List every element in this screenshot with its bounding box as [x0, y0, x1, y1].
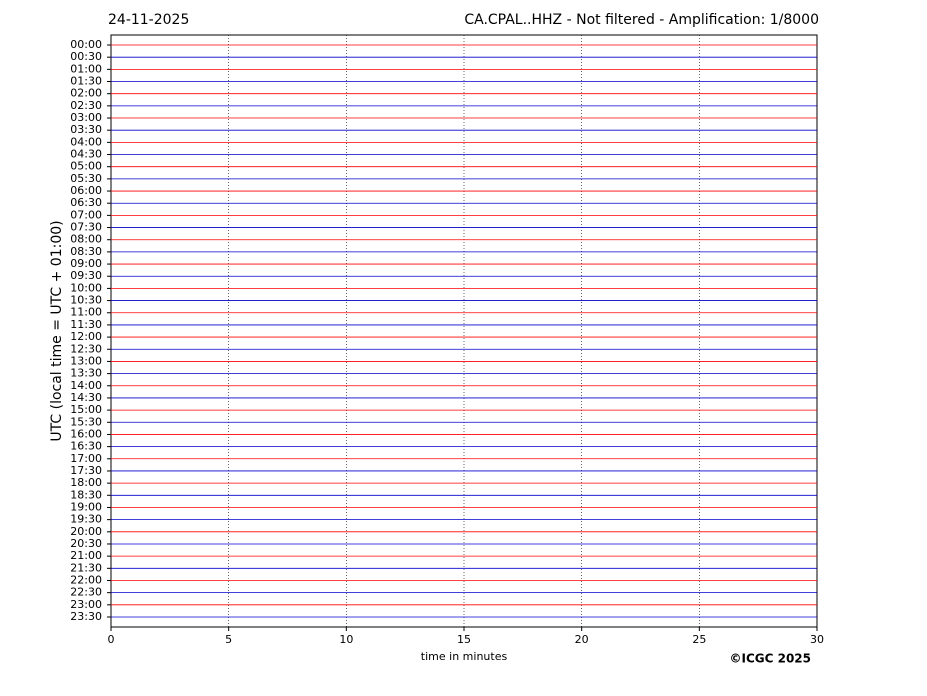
y-tick-label: 12:00: [70, 330, 102, 343]
x-tick-label: 15: [457, 633, 471, 646]
x-tick-label: 25: [692, 633, 706, 646]
y-tick-label: 13:30: [70, 367, 102, 380]
x-tick-label: 0: [108, 633, 115, 646]
plot-frame: [110, 34, 818, 628]
y-tick-label: 00:30: [70, 50, 102, 63]
x-tick-label: 20: [575, 633, 589, 646]
y-axis-label: UTC (local time = UTC + 01:00): [49, 220, 65, 441]
y-tick-label: 08:00: [70, 233, 102, 246]
y-tick-label: 13:00: [70, 354, 102, 367]
y-tick-label: 10:30: [70, 294, 102, 307]
y-tick-label: 10:00: [70, 281, 102, 294]
y-tick-label: 05:00: [70, 160, 102, 173]
y-tick-label: 07:30: [70, 221, 102, 234]
y-tick-label: 08:30: [70, 245, 102, 258]
y-tick-label: 12:30: [70, 342, 102, 355]
y-tick-label: 07:00: [70, 208, 102, 221]
y-tick-label: 16:00: [70, 427, 102, 440]
y-tick-label: 17:30: [70, 464, 102, 477]
x-tick-label: 5: [225, 633, 232, 646]
chart-title: CA.CPAL..HHZ - Not filtered - Amplificat…: [464, 12, 819, 28]
y-tick-label: 15:00: [70, 403, 102, 416]
y-tick-label: 01:30: [70, 75, 102, 88]
y-tick-label: 19:30: [70, 513, 102, 526]
y-tick-label: 16:30: [70, 440, 102, 453]
y-tick-label: 21:30: [70, 561, 102, 574]
y-tick-label: 09:00: [70, 257, 102, 270]
y-tick-label: 19:00: [70, 500, 102, 513]
y-tick-label: 22:30: [70, 586, 102, 599]
y-tick-label: 22:00: [70, 573, 102, 586]
y-tick-label: 14:30: [70, 391, 102, 404]
y-tick-label: 04:30: [70, 148, 102, 161]
y-tick-label: 03:30: [70, 123, 102, 136]
credit: ©ICGC 2025: [729, 652, 811, 666]
y-tick-label: 01:00: [70, 62, 102, 75]
x-tick-label: 10: [339, 633, 353, 646]
y-tick-label: 04:00: [70, 135, 102, 148]
y-tick-label: 05:30: [70, 172, 102, 185]
y-tick-label: 17:00: [70, 452, 102, 465]
y-tick-label: 11:00: [70, 306, 102, 319]
y-tick-label: 21:00: [70, 549, 102, 562]
y-tick-label: 03:00: [70, 111, 102, 124]
y-tick-label: 18:30: [70, 488, 102, 501]
y-tick-label: 06:00: [70, 184, 102, 197]
y-tick-label: 20:30: [70, 537, 102, 550]
y-tick-label: 23:00: [70, 598, 102, 611]
y-tick-label: 06:30: [70, 196, 102, 209]
y-tick-label: 02:00: [70, 87, 102, 100]
y-tick-label: 15:30: [70, 415, 102, 428]
x-tick-label: 30: [810, 633, 824, 646]
y-tick-label: 20:00: [70, 525, 102, 538]
y-tick-label: 23:30: [70, 610, 102, 623]
y-tick-label: 02:30: [70, 99, 102, 112]
y-tick-label: 18:00: [70, 476, 102, 489]
date: 24-11-2025: [108, 12, 189, 28]
y-tick-label: 09:30: [70, 269, 102, 282]
y-tick-label: 14:00: [70, 379, 102, 392]
x-axis-label: time in minutes: [421, 650, 508, 663]
y-tick-label: 00:00: [70, 38, 102, 51]
y-tick-label: 11:30: [70, 318, 102, 331]
